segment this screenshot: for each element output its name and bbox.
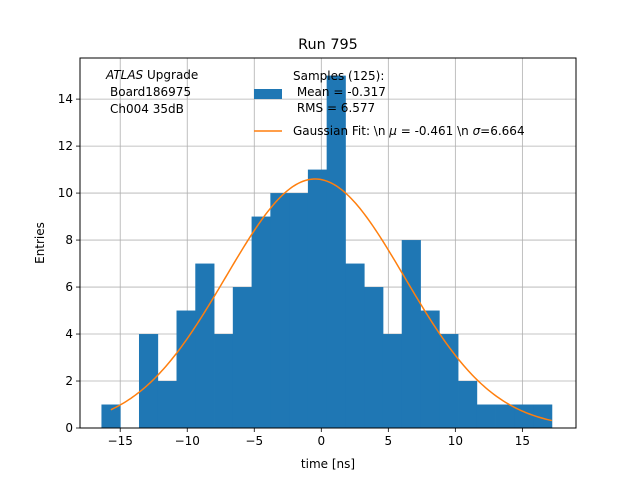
histogram-bar [345, 263, 365, 428]
annotation-atlas: ATLAS [105, 68, 144, 82]
annotation-upgrade: Upgrade [143, 68, 198, 82]
legend-fit-label: Gaussian Fit: \n μ = -0.461 \n σ=6.664 [293, 124, 525, 138]
histogram-bar [176, 310, 196, 428]
y-tick-label: 0 [65, 421, 73, 435]
atlas-annotation: ATLAS Upgrade Board186975 Ch004 35dB [105, 68, 198, 116]
histogram-bar [270, 193, 290, 428]
legend-samples-title: Samples (125): [293, 69, 384, 83]
annotation-channel: Ch004 35dB [110, 102, 184, 116]
legend-sigma-symbol: σ [473, 124, 481, 138]
legend-mu-symbol: μ [388, 124, 397, 138]
svg-text:ATLAS Upgrade: ATLAS Upgrade [105, 68, 198, 82]
plot-frame [79, 57, 577, 429]
y-tick-label: 4 [65, 327, 73, 341]
y-axis-ticks: 0 2 4 6 8 10 12 14 [58, 92, 80, 435]
y-tick-label: 2 [65, 374, 73, 388]
x-tick-label: −10 [175, 434, 200, 448]
histogram-bar [307, 169, 328, 429]
histogram-bar [195, 263, 215, 428]
y-tick-label: 8 [65, 233, 73, 247]
chart-title: Run 795 [298, 37, 358, 53]
histogram-bar [401, 240, 421, 428]
x-tick-label: 0 [317, 434, 325, 448]
legend-fit-prefix: Gaussian Fit: \n [293, 124, 389, 138]
histogram-bar [326, 75, 346, 428]
histogram-bar [382, 334, 403, 428]
histogram-bar [157, 381, 177, 428]
histogram-bar [101, 404, 121, 428]
annotation-board: Board186975 [110, 85, 191, 99]
legend-sigma-value: =6.664 [480, 124, 524, 138]
x-tick-label: 15 [515, 434, 530, 448]
x-tick-label: 10 [448, 434, 463, 448]
histogram-bar [495, 404, 515, 428]
y-tick-label: 10 [58, 186, 73, 200]
histogram-bar [289, 193, 309, 428]
histogram-bar [458, 381, 478, 428]
legend-histogram-swatch [254, 89, 282, 99]
x-tick-label: −15 [108, 434, 133, 448]
y-tick-label: 12 [58, 139, 73, 153]
histogram-bar [364, 287, 384, 428]
legend: Samples (125): Mean = -0.317 RMS = 6.577… [254, 69, 525, 138]
x-tick-label: 5 [385, 434, 393, 448]
y-tick-label: 14 [58, 92, 73, 106]
legend-mu-value: = -0.461 \n [397, 124, 473, 138]
histogram-bar [476, 404, 496, 428]
histogram-bar [533, 404, 553, 428]
legend-rms: RMS = 6.577 [293, 101, 375, 115]
fit-curve [110, 178, 553, 422]
y-tick-label: 6 [65, 280, 73, 294]
x-axis-label: time [ns] [301, 457, 355, 471]
y-axis-label: Entries [33, 222, 47, 264]
histogram-bar [214, 334, 234, 428]
fit-curve-group [110, 178, 553, 422]
histogram-bar [232, 287, 252, 428]
histogram-bars [101, 75, 553, 429]
x-tick-label: −5 [245, 434, 263, 448]
x-axis-ticks: −15 −10 −5 0 5 10 15 [108, 428, 530, 448]
histogram-bar [251, 216, 271, 428]
legend-mean: Mean = -0.317 [293, 85, 386, 99]
histogram-bar [420, 310, 440, 428]
histogram-bar [138, 334, 159, 428]
histogram-bar [439, 334, 459, 428]
